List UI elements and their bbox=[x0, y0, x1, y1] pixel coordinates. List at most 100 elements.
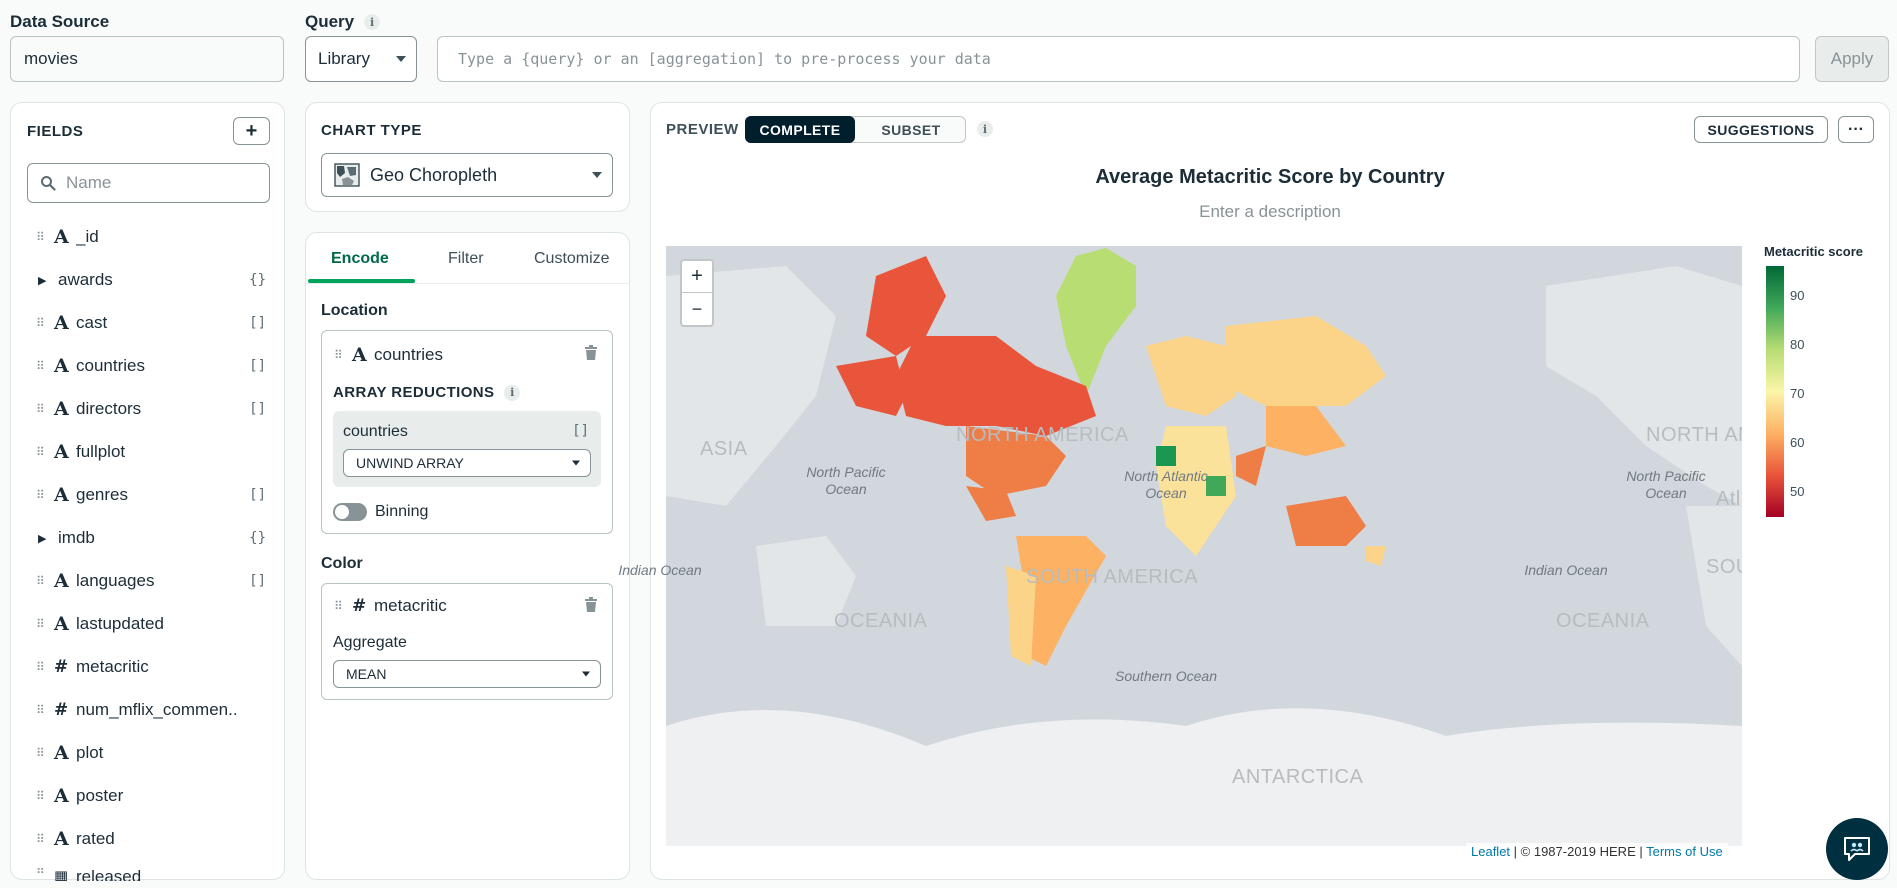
string-type-icon: A bbox=[54, 613, 69, 635]
drag-handle-icon[interactable]: ⠿ bbox=[36, 488, 45, 502]
field-type-badge: [] bbox=[249, 358, 266, 374]
field-item-num-mflix-commen[interactable]: ⠿ # num_mflix_commen... bbox=[36, 695, 266, 725]
color-field-chip[interactable]: ⠿ # metacritic bbox=[334, 596, 447, 616]
field-type-badge: {} bbox=[249, 272, 266, 288]
attribution-copyright: | © 1987-2019 HERE | bbox=[1510, 844, 1647, 859]
trash-icon[interactable] bbox=[584, 345, 598, 361]
field-search-placeholder: Name bbox=[66, 173, 112, 192]
field-name: released bbox=[76, 867, 142, 881]
trash-icon[interactable] bbox=[584, 597, 598, 613]
data-source-field[interactable]: movies bbox=[10, 36, 284, 82]
field-search-input[interactable]: Name bbox=[27, 163, 270, 203]
array-reduction-value: UNWIND ARRAY bbox=[356, 455, 464, 471]
drag-handle-icon[interactable]: ⠿ bbox=[36, 703, 45, 717]
region-west-africa-high bbox=[1156, 446, 1176, 466]
field-name: lastupdated bbox=[76, 614, 164, 633]
zoom-in-button[interactable]: + bbox=[682, 261, 712, 293]
drag-handle-icon[interactable]: ⠿ bbox=[36, 230, 45, 244]
drag-handle-icon[interactable]: ⠿ bbox=[36, 359, 45, 373]
query-mode-select[interactable]: Library bbox=[305, 36, 417, 82]
aggregate-select[interactable]: MEAN bbox=[333, 660, 601, 688]
data-source-label: Data Source bbox=[10, 12, 110, 31]
chat-support-button[interactable] bbox=[1826, 818, 1888, 880]
field-item-imdb[interactable]: ▶ imdb {} bbox=[36, 523, 266, 553]
legend-tick-label: 50 bbox=[1790, 484, 1805, 500]
chart-subtitle[interactable]: Enter a description bbox=[1199, 202, 1341, 221]
region-canada bbox=[896, 336, 1096, 436]
ocean-label: Indian Ocean bbox=[618, 562, 702, 578]
region-mexico bbox=[966, 486, 1016, 521]
chevron-down-icon bbox=[572, 460, 580, 466]
drag-handle-icon[interactable]: ⠿ bbox=[334, 599, 343, 613]
caret-right-icon[interactable]: ▶ bbox=[38, 532, 47, 545]
array-reduction-select[interactable]: UNWIND ARRAY bbox=[343, 449, 591, 477]
apply-button[interactable]: Apply bbox=[1815, 36, 1889, 82]
add-field-button[interactable]: + bbox=[233, 117, 270, 145]
region-russia bbox=[1226, 316, 1386, 406]
field-name: cast bbox=[76, 313, 108, 332]
ocean-label: North Pacific Ocean bbox=[1626, 468, 1706, 501]
drag-handle-icon[interactable]: ⠿ bbox=[36, 867, 45, 877]
chart-type-title: CHART TYPE bbox=[321, 122, 422, 139]
tab-encode[interactable]: Encode bbox=[331, 250, 389, 267]
field-item-released[interactable]: ⠿ ▦ released bbox=[36, 867, 266, 881]
more-options-button[interactable]: ··· bbox=[1838, 116, 1874, 143]
suggestions-button[interactable]: SUGGESTIONS bbox=[1694, 116, 1828, 143]
field-item-id[interactable]: ⠿ A _id bbox=[36, 222, 266, 252]
preview-tab-subset[interactable]: SUBSET bbox=[881, 121, 941, 138]
drag-handle-icon[interactable]: ⠿ bbox=[36, 445, 45, 459]
info-icon[interactable]: i bbox=[977, 121, 993, 137]
field-name: directors bbox=[76, 399, 142, 418]
drag-handle-icon[interactable]: ⠿ bbox=[36, 402, 45, 416]
chevron-down-icon bbox=[592, 172, 602, 178]
info-icon[interactable]: i bbox=[364, 14, 381, 30]
drag-handle-icon[interactable]: ⠿ bbox=[334, 348, 343, 362]
binning-toggle[interactable] bbox=[333, 503, 367, 521]
leaflet-link[interactable]: Leaflet bbox=[1471, 844, 1511, 859]
tabs-divider bbox=[306, 283, 629, 284]
chart-type-select[interactable]: Geo Choropleth bbox=[321, 153, 613, 197]
drag-handle-icon[interactable]: ⠿ bbox=[36, 660, 45, 674]
zoom-out-button[interactable]: − bbox=[691, 298, 703, 319]
drag-handle-icon[interactable]: ⠿ bbox=[36, 789, 45, 803]
drag-handle-icon[interactable]: ⠿ bbox=[36, 316, 45, 330]
field-name: languages bbox=[76, 571, 155, 590]
caret-right-icon[interactable]: ▶ bbox=[38, 274, 47, 287]
choropleth-map[interactable] bbox=[666, 246, 1742, 846]
location-field-name: countries bbox=[374, 345, 443, 364]
terms-link[interactable]: Terms of Use bbox=[1646, 844, 1723, 859]
legend-tick-label: 60 bbox=[1790, 435, 1805, 451]
encode-panel bbox=[305, 232, 630, 880]
query-label: Query bbox=[305, 12, 355, 31]
drag-handle-icon[interactable]: ⠿ bbox=[36, 832, 45, 846]
legend-tick-label: 80 bbox=[1790, 336, 1805, 352]
drag-handle-icon[interactable]: ⠿ bbox=[36, 746, 45, 760]
array-reductions-row: ARRAY REDUCTIONS i bbox=[333, 384, 521, 401]
drag-handle-icon[interactable]: ⠿ bbox=[36, 574, 45, 588]
drag-handle-icon[interactable]: ⠿ bbox=[36, 617, 45, 631]
region-greenland bbox=[1056, 248, 1136, 396]
string-type-icon: A bbox=[54, 398, 69, 420]
info-icon[interactable]: i bbox=[504, 384, 521, 401]
number-type-icon: # bbox=[54, 657, 69, 677]
tab-customize[interactable]: Customize bbox=[534, 250, 610, 267]
field-item-awards[interactable]: ▶ awards {} bbox=[36, 265, 266, 295]
preview-tab-complete[interactable]: COMPLETE bbox=[745, 116, 855, 143]
field-item-metacritic[interactable]: ⠿ # metacritic bbox=[36, 652, 266, 682]
field-type-badge: [] bbox=[249, 315, 266, 331]
continent-label: SOUTH AMERICA bbox=[1026, 566, 1199, 588]
tab-filter[interactable]: Filter bbox=[448, 250, 484, 267]
query-input[interactable]: Type a {query} or an [aggregation] to pr… bbox=[437, 36, 1800, 82]
location-field-chip[interactable]: ⠿ A countries bbox=[334, 344, 443, 366]
color-field-name: metacritic bbox=[374, 596, 447, 615]
